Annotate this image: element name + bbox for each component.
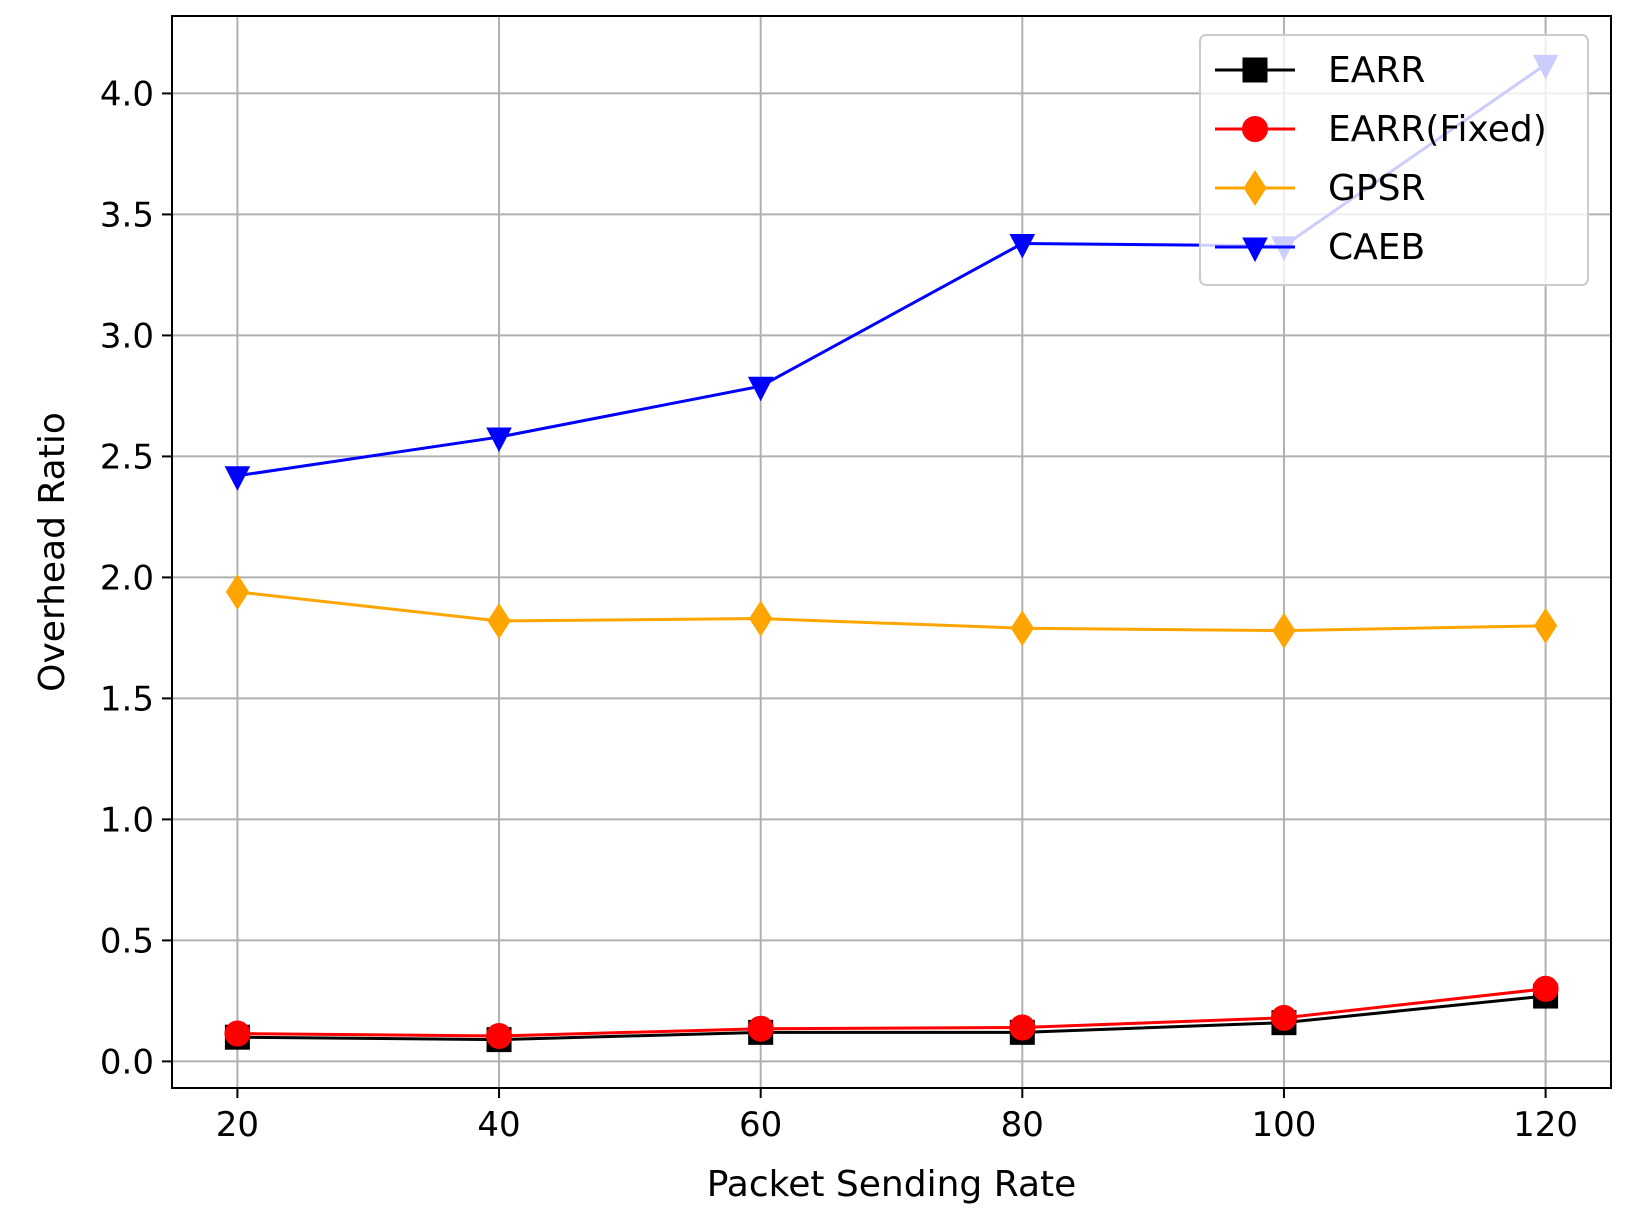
y-tick-label: 0.0 [100,1042,154,1082]
data-point-caeb [747,376,774,402]
series-markers [224,54,1559,1053]
data-point-earr-fixed [486,1022,513,1049]
x-tick-label: 120 [1513,1105,1578,1145]
y-tick-label: 2.0 [100,558,154,598]
y-axis-ticks: 0.0 0.5 1.0 1.5 2.0 2.5 3.0 3.5 4.0 [100,74,172,1082]
series-line-gpsr [237,590,1546,633]
y-axis-label: Overhead Ratio [32,412,73,692]
data-point-gpsr [1010,610,1034,647]
series-markers-earr-fixed [224,975,1559,1049]
legend-item-gpsr: GPSR [1215,168,1425,209]
grid [172,16,1611,1088]
data-point-gpsr [487,603,511,639]
plot-frame [171,15,1612,1089]
data-point-gpsr [225,574,250,610]
legend-label: EARR [1328,50,1425,91]
x-tick-label: 40 [477,1105,520,1145]
x-axis-ticks: 20 40 60 80 100 120 [216,1088,1578,1145]
y-tick-label: 0.5 [100,921,154,961]
legend-box [1199,34,1589,286]
data-point-caeb [224,466,251,491]
y-tick-label: 3.5 [100,195,154,235]
legend-marker [1242,57,1268,83]
legend-label: CAEB [1328,227,1425,268]
series-markers-gpsr [225,574,1558,649]
legend: EARR EARR(Fixed) GPSR CAEB [1199,34,1589,286]
legend-marker [1243,170,1267,206]
legend-item-caeb: CAEB [1215,227,1425,268]
data-point-gpsr [1272,612,1296,649]
x-tick-label: 80 [1001,1105,1044,1145]
y-tick-label: 2.5 [100,437,154,477]
data-point-gpsr [1533,607,1558,644]
x-tick-label: 60 [739,1105,782,1145]
y-tick-label: 1.0 [100,800,154,840]
data-point-caeb [1009,233,1036,259]
data-point-earr-fixed [1532,975,1559,1002]
data-point-earr-fixed [747,1015,774,1042]
series-line-earr [237,994,1546,1042]
legend-marker [1242,237,1268,263]
legend-marker [1242,116,1268,142]
x-tick-label: 100 [1252,1105,1317,1145]
series-line-earr-fixed [237,987,1546,1038]
data-point-earr-fixed [224,1020,251,1047]
legend-label: GPSR [1328,168,1425,209]
data-point-earr-fixed [1270,1004,1297,1031]
data-point-caeb [486,427,512,453]
legend-item-earr: EARR [1215,50,1425,91]
x-axis-label: Packet Sending Rate [707,1164,1077,1205]
data-point-earr-fixed [1009,1014,1036,1041]
y-tick-label: 4.0 [100,74,154,114]
y-tick-label: 1.5 [100,679,154,719]
y-tick-label: 3.0 [100,316,154,356]
legend-label: EARR(Fixed) [1328,109,1547,150]
legend-item-earr-fixed: EARR(Fixed) [1215,109,1547,150]
data-point-gpsr [749,600,773,637]
x-tick-label: 20 [216,1105,259,1145]
